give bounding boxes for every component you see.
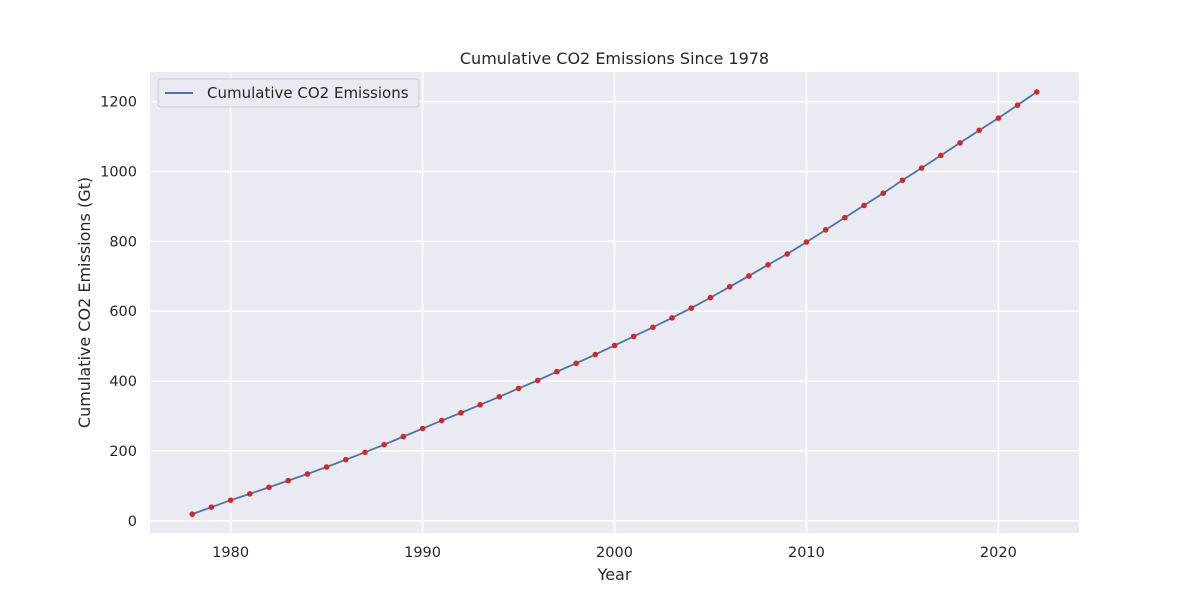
- data-point: [304, 471, 311, 477]
- data-point: [726, 283, 733, 290]
- data-point: [880, 190, 887, 196]
- x-tick-label: 1990: [404, 545, 441, 561]
- data-point: [918, 165, 925, 171]
- data-point: [976, 127, 982, 134]
- y-tick-label: 600: [109, 304, 137, 320]
- chart-title: Cumulative CO2 Emissions Since 1978: [460, 49, 769, 68]
- data-point: [842, 214, 848, 221]
- data-point: [995, 115, 1002, 121]
- y-tick-label: 400: [109, 374, 137, 390]
- data-point: [458, 410, 464, 416]
- data-point: [189, 511, 196, 517]
- y-tick-label: 0: [128, 514, 137, 530]
- data-point: [630, 333, 637, 340]
- data-point: [554, 368, 560, 375]
- data-point: [266, 484, 272, 491]
- x-tick-label: 2010: [788, 545, 825, 561]
- y-tick-label: 1000: [100, 165, 137, 181]
- data-point: [861, 202, 867, 209]
- data-point: [438, 417, 445, 424]
- data-point: [1014, 102, 1021, 108]
- data-point: [534, 377, 541, 384]
- data-point: [573, 360, 579, 367]
- legend: Cumulative CO2 Emissions: [157, 78, 420, 108]
- x-tick-label: 1980: [212, 545, 249, 561]
- data-point: [515, 385, 522, 392]
- y-tick-label: 800: [109, 234, 137, 250]
- x-tick-labels: 1980 1990 2000 2010 2020: [212, 545, 1017, 561]
- data-point: [400, 433, 407, 440]
- data-point: [822, 227, 829, 233]
- data-point: [342, 456, 349, 463]
- data-point: [227, 497, 234, 503]
- legend-box: [157, 78, 420, 108]
- y-tick-label: 200: [109, 444, 137, 460]
- data-point: [650, 324, 656, 331]
- data-point: [688, 305, 695, 311]
- data-point: [496, 394, 503, 400]
- data-point: [323, 464, 330, 470]
- data-point: [419, 425, 426, 432]
- data-point: [938, 152, 944, 159]
- data-point: [208, 504, 215, 510]
- y-tick-label: 1200: [100, 95, 137, 111]
- x-tick-label: 2000: [596, 545, 633, 561]
- data-point: [611, 342, 618, 349]
- data-point: [746, 273, 752, 279]
- legend-label: Cumulative CO2 Emissions: [207, 84, 409, 102]
- data-point: [592, 351, 599, 358]
- x-tick-label: 2020: [980, 545, 1017, 561]
- data-point: [477, 402, 483, 408]
- data-point: [285, 477, 292, 484]
- data-point: [765, 261, 771, 268]
- data-point: [707, 294, 714, 301]
- series-layer: [189, 89, 1040, 517]
- data-point: [381, 441, 387, 448]
- data-point: [669, 315, 675, 321]
- data-point: [957, 140, 963, 146]
- y-axis-label: Cumulative CO2 Emissions (Gt): [75, 177, 94, 428]
- data-point: [899, 177, 906, 184]
- y-tick-labels: 0 200 400 600 800 1000 1200: [100, 95, 137, 530]
- data-point: [803, 239, 810, 245]
- grid: [150, 72, 1079, 533]
- x-axis-label: Year: [597, 565, 632, 584]
- data-point: [247, 491, 253, 497]
- data-point: [362, 449, 368, 456]
- data-point: [784, 251, 791, 257]
- data-point: [1033, 89, 1040, 95]
